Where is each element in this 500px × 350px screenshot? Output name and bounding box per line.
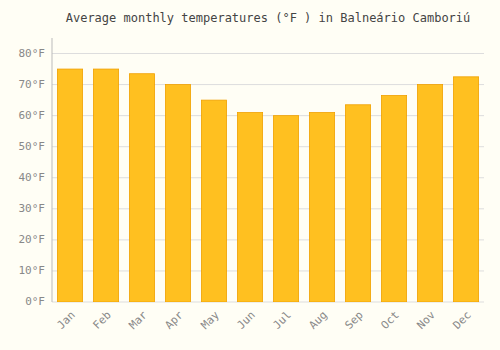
y-tick-label: 40°F: [19, 171, 46, 184]
x-tick-label: Nov: [415, 308, 439, 332]
x-tick-label: May: [199, 308, 223, 332]
x-tick-label: Feb: [91, 309, 114, 332]
y-tick-label: 60°F: [19, 109, 46, 122]
bar: [345, 105, 370, 302]
grid-line: [52, 53, 484, 54]
grid: [52, 54, 484, 302]
background: [0, 0, 500, 350]
bar: [93, 69, 118, 302]
y-tick-label: 10°F: [19, 264, 46, 277]
bar: [309, 113, 334, 302]
bar: [453, 77, 478, 302]
title: Average monthly temperatures (°F ) in Ba…: [66, 11, 471, 25]
x-axis: Jan Feb Mar Apr May Jun Jul Aug Sep Oct Nov Dec: [55, 308, 474, 332]
chart-container: 0°F 10°F 20°F 30°F 40°F 50°F 60°F 70°F 80°F Jan Fe…: [0, 0, 500, 350]
x-tick-label: Jul: [271, 309, 294, 332]
bar: [273, 116, 298, 302]
bar: [165, 85, 190, 302]
x-tick-label: Apr: [163, 308, 187, 332]
bar: [57, 69, 82, 302]
x-tick-label: Jun: [235, 309, 258, 332]
bar: [417, 85, 442, 302]
x-tick-label: Mar: [127, 308, 151, 332]
y-tick-label: 80°F: [19, 47, 46, 60]
x-tick-label: Aug: [307, 309, 330, 332]
bar: [381, 95, 406, 302]
x-tick-label: Dec: [451, 309, 474, 332]
y-tick-label: 50°F: [19, 140, 46, 153]
bar: [129, 74, 154, 302]
y-tick-label: 0°F: [25, 295, 45, 308]
x-tick-label: Sep: [343, 309, 366, 332]
bars: [57, 69, 478, 302]
y-tick-label: 30°F: [19, 202, 46, 215]
y-tick-label: 20°F: [19, 233, 46, 246]
y-axis: 0°F 10°F 20°F 30°F 40°F 50°F 60°F 70°F 80°F: [19, 38, 53, 308]
bar: [201, 100, 226, 302]
bar: [237, 113, 262, 302]
x-tick-label: Jan: [55, 309, 78, 332]
y-tick-label: 70°F: [19, 78, 46, 91]
x-tick-label: Oct: [379, 309, 402, 332]
y-axis-line: [52, 38, 53, 302]
chart: 0°F 10°F 20°F 30°F 40°F 50°F 60°F 70°F 80°F Jan Fe…: [0, 0, 500, 350]
